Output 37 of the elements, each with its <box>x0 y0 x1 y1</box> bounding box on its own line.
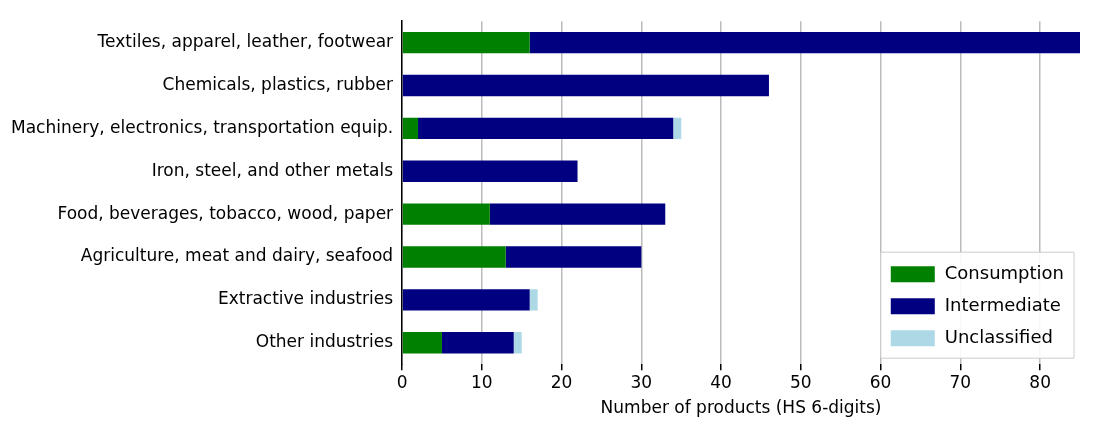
x-tick-label: 30 <box>630 371 653 392</box>
y-tick-label: Extractive industries <box>217 288 394 309</box>
bar <box>418 117 674 140</box>
x-tick-label: 80 <box>1029 371 1051 392</box>
bar <box>673 117 682 140</box>
y-tick-label: Textiles, apparel, leather, footwear <box>96 31 394 52</box>
x-tick-label: 0 <box>396 371 408 392</box>
legend-label: Unclassified <box>944 325 1053 347</box>
bar <box>402 246 506 268</box>
x-tick-label: 40 <box>710 371 732 392</box>
y-tick-label: Other industries <box>255 331 394 352</box>
bar <box>402 332 442 354</box>
bar <box>402 74 769 97</box>
bar <box>489 203 666 225</box>
x-tick-label: 20 <box>550 371 573 392</box>
legend-label: Intermediate <box>944 293 1061 315</box>
y-tick-label: Agriculture, meat and dairy, seafood <box>80 245 394 266</box>
bar <box>402 289 530 311</box>
y-tick-label: Machinery, electronics, transportation equip. <box>11 116 394 137</box>
bar <box>402 160 578 182</box>
bar <box>529 289 538 311</box>
bar <box>402 31 530 54</box>
legend-label: Consumption <box>944 261 1064 283</box>
y-tick-label: Food, beverages, tobacco, wood, paper <box>57 202 394 223</box>
bar <box>441 332 514 354</box>
x-tick-label: 70 <box>949 371 972 392</box>
y-tick-label: Chemicals, plastics, rubber <box>162 73 394 94</box>
x-tick-label: 60 <box>869 371 892 392</box>
bar <box>402 203 490 225</box>
bar <box>402 117 419 140</box>
x-tick-label: 10 <box>471 371 493 392</box>
bar <box>529 31 1080 54</box>
bar <box>505 246 642 268</box>
y-tick-label: Iron, steel, and other metals <box>151 159 394 180</box>
bar <box>513 332 522 354</box>
x-axis-title: Number of products (HS 6-digits) <box>600 397 882 418</box>
x-tick-label: 50 <box>790 371 812 392</box>
